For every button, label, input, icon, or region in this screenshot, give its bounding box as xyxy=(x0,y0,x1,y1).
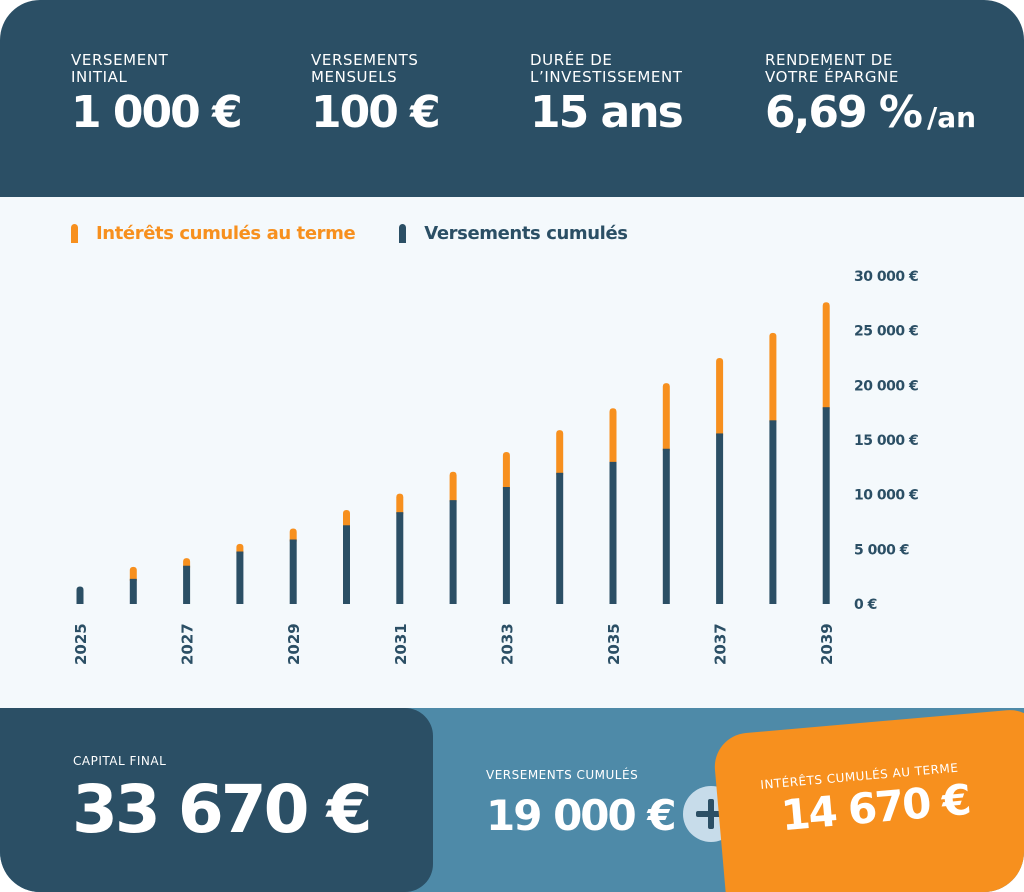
bar-interets-2031 xyxy=(396,493,404,515)
x-tick-label-2029: 2029 xyxy=(285,623,303,665)
x-tick-label-2033: 2033 xyxy=(498,623,516,665)
bar-interets-2039 xyxy=(822,302,830,410)
stat-monthly-deposits: VERSEMENTS MENSUELS 100 € xyxy=(311,51,441,138)
stat-value: 1 000 € xyxy=(71,87,243,138)
versements-cumules-block: VERSEMENTS CUMULÉS 19 000 € xyxy=(486,768,677,840)
bar-versements-2032 xyxy=(449,500,457,604)
bar-versements-2035 xyxy=(609,461,617,604)
stat-value: 100 € xyxy=(311,87,441,138)
bar-versements-2028 xyxy=(236,551,244,604)
bar-versements-2030 xyxy=(343,525,350,604)
y-tick-label: 10 000 € xyxy=(854,488,918,504)
bar-versements-2034 xyxy=(556,472,564,604)
capital-label: CAPITAL FINAL xyxy=(73,754,167,768)
bar-versements-2031 xyxy=(396,512,404,604)
stacked-bar-chart: 2025 2027 2029 2031 2033 2035 2037 2039 0 € 5 000… xyxy=(72,269,919,665)
bar-interets-2026 xyxy=(129,566,137,581)
bar-interets-2037 xyxy=(716,358,724,436)
stat-value: 15 ans xyxy=(530,87,684,138)
capital-final-panel: CAPITAL FINAL 33 670 € xyxy=(0,708,433,892)
interets-cumules-card: INTÉRÊTS CUMULÉS AU TERME 14 670 € xyxy=(712,707,1024,892)
x-tick-label-2035: 2035 xyxy=(605,623,623,665)
legend-swatch-orange xyxy=(71,223,78,243)
legend-item-interets: Intérêts cumulés au terme xyxy=(71,222,356,244)
x-tick-label-2037: 2037 xyxy=(712,623,730,665)
bar-versements-2025 xyxy=(76,586,84,604)
y-tick-label: 15 000 € xyxy=(854,433,918,449)
x-tick-label-2025: 2025 xyxy=(72,623,90,665)
bar-interets-2027 xyxy=(183,558,191,568)
bar-versements-2027 xyxy=(183,565,191,604)
bar-interets-2029 xyxy=(289,528,297,542)
bar-interets-2036 xyxy=(662,383,670,451)
bar-interets-2033 xyxy=(502,452,510,490)
stat-value: 6,69 %/an xyxy=(765,87,977,138)
summary-band: CAPITAL FINAL 33 670 € VERSEMENTS CUMULÉ… xyxy=(0,707,1024,892)
x-tick-label-2039: 2039 xyxy=(818,623,836,665)
stat-label: VERSEMENTS MENSUELS xyxy=(311,51,419,86)
bar-versements-2029 xyxy=(289,539,297,604)
y-tick-label: 0 € xyxy=(854,597,877,613)
legend-label: Versements cumulés xyxy=(424,222,628,244)
legend-label: Intérêts cumulés au terme xyxy=(96,222,356,244)
legend-swatch-navy xyxy=(399,223,407,243)
x-tick-label-2027: 2027 xyxy=(179,623,197,665)
bar-versements-2038 xyxy=(769,420,777,604)
y-tick-label: 20 000 € xyxy=(854,378,918,394)
versements-label: VERSEMENTS CUMULÉS xyxy=(486,768,639,782)
bar-interets-2032 xyxy=(449,471,457,503)
stat-initial-deposit: VERSEMENT INITIAL 1 000 € xyxy=(71,51,243,138)
capital-value: 33 670 € xyxy=(72,771,372,848)
yield-unit: /an xyxy=(926,101,977,134)
bar-interets-2038 xyxy=(769,332,777,423)
bar-interets-2034 xyxy=(556,430,564,475)
bar-versements-2037 xyxy=(716,433,724,604)
stat-savings-yield: RENDEMENT DE VOTRE ÉPARGNE 6,69 %/an xyxy=(765,52,976,143)
legend-item-versements: Versements cumulés xyxy=(399,222,628,244)
bar-interets-2028 xyxy=(236,543,244,554)
parameters-band: VERSEMENT INITIAL 1 000 € VERSEMENTS MEN… xyxy=(0,0,1024,197)
stat-label: RENDEMENT DE VOTRE ÉPARGNE xyxy=(765,51,900,86)
chart-legend: Intérêts cumulés au terme Versements cum… xyxy=(71,221,672,245)
stat-label: VERSEMENT INITIAL xyxy=(71,51,169,86)
bar-versements-2039 xyxy=(822,407,830,604)
bar-versements-2036 xyxy=(662,448,670,604)
versements-value: 19 000 € xyxy=(486,791,677,840)
x-tick-label-2031: 2031 xyxy=(392,623,410,665)
bar-interets-2030 xyxy=(343,509,350,528)
bar-interets-2035 xyxy=(609,408,617,464)
y-tick-label: 25 000 € xyxy=(854,324,918,340)
bar-versements-2026 xyxy=(129,578,137,604)
bar-versements-2033 xyxy=(502,487,510,604)
y-tick-label: 5 000 € xyxy=(854,542,909,558)
y-tick-label: 30 000 € xyxy=(854,269,918,285)
stat-investment-duration: DURÉE DE L’INVESTISSEMENT 15 ans xyxy=(530,51,684,138)
stat-label: DURÉE DE L’INVESTISSEMENT xyxy=(530,51,683,86)
